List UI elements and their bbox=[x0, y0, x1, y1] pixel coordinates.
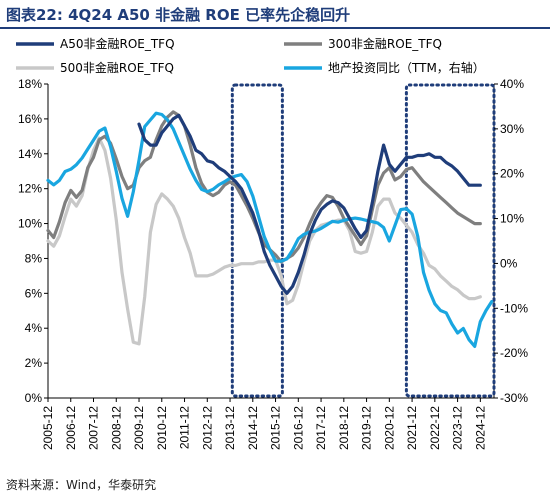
y-left-tick-label: 14% bbox=[18, 147, 42, 161]
csi500-roe-line bbox=[46, 136, 482, 346]
y-left-tick-label: 18% bbox=[18, 77, 42, 91]
x-tick-label: 2022-12 bbox=[428, 406, 442, 450]
title-bar: 图表22: 4Q24 A50 非金融 ROE 已率先企稳回升 bbox=[0, 0, 550, 29]
x-tick-label: 2017-12 bbox=[314, 406, 328, 450]
x-tick-label: 2019-12 bbox=[360, 406, 374, 450]
x-tick-label: 2005-12 bbox=[41, 406, 55, 450]
x-tick-label: 2010-12 bbox=[155, 406, 169, 450]
y-right-tick-label: 40% bbox=[500, 77, 524, 91]
y-right-tick-label: 10% bbox=[500, 212, 524, 226]
y-left-tick-label: 0% bbox=[25, 391, 43, 405]
y-right-tick-label: 30% bbox=[500, 122, 524, 136]
x-tick-label: 2009-12 bbox=[132, 406, 146, 450]
x-tick-label: 2020-12 bbox=[382, 406, 396, 450]
chart-title: 图表22: 4Q24 A50 非金融 ROE 已率先企稳回升 bbox=[6, 6, 351, 24]
x-tick-label: 2011-12 bbox=[178, 406, 192, 449]
y-right-tick-label: 0% bbox=[500, 256, 518, 270]
csi300-roe-line bbox=[46, 110, 482, 264]
x-tick-label: 2012-12 bbox=[200, 406, 214, 450]
y-left-tick-label: 16% bbox=[18, 112, 42, 126]
x-axis: 2005-12 2006-12 2007-12 2008-12 2009-12 2010-… bbox=[41, 398, 487, 450]
x-tick-label: 2007-12 bbox=[87, 406, 101, 450]
series-lines bbox=[46, 110, 494, 348]
x-tick-label: 2018-12 bbox=[337, 406, 351, 450]
y-right-tick-label: 20% bbox=[500, 167, 524, 181]
y-right-tick-label: -20% bbox=[500, 346, 528, 360]
legend-label: 地产投资同比（TTM，右轴） bbox=[328, 60, 485, 75]
plot-frame bbox=[47, 84, 495, 399]
legend-label: 300非金融ROE_TFQ bbox=[328, 36, 442, 51]
source-note: 资料来源：Wind，华泰研究 bbox=[6, 478, 157, 492]
a50-roe-line bbox=[137, 113, 482, 295]
y-axis-left: 0% 2% 4% 6% 8% 10% 12% 14% 16% 18% bbox=[18, 77, 48, 405]
annotation-dotted-box bbox=[404, 83, 496, 398]
y-left-tick-label: 12% bbox=[18, 182, 42, 196]
x-tick-label: 2023-12 bbox=[451, 406, 465, 450]
y-left-tick-label: 2% bbox=[25, 356, 43, 370]
y-left-tick-label: 8% bbox=[25, 251, 43, 265]
x-tick-label: 2015-12 bbox=[269, 406, 283, 450]
property-investment-line bbox=[46, 111, 494, 348]
y-left-tick-label: 10% bbox=[18, 217, 42, 231]
annotation-dotted-box bbox=[230, 83, 284, 398]
y-right-tick-label: -10% bbox=[500, 301, 528, 315]
x-tick-label: 2008-12 bbox=[109, 406, 123, 450]
x-tick-label: 2006-12 bbox=[64, 406, 78, 450]
x-tick-label: 2016-12 bbox=[291, 406, 305, 450]
x-tick-label: 2014-12 bbox=[246, 406, 260, 450]
y-left-tick-label: 6% bbox=[25, 286, 43, 300]
y-axis-right: -30% -20% -10% 0% 10% 20% 30% 40% bbox=[494, 77, 528, 405]
y-right-tick-label: -30% bbox=[500, 391, 528, 405]
legend: A50非金融ROE_TFQ 300非金融ROE_TFQ 500非金融ROE_TFQ 地… bbox=[16, 36, 485, 75]
x-tick-label: 2024-12 bbox=[473, 406, 487, 450]
legend-label: 500非金融ROE_TFQ bbox=[60, 60, 174, 75]
x-tick-label: 2021-12 bbox=[405, 406, 419, 450]
x-tick-label: 2013-12 bbox=[223, 406, 237, 450]
chart: A50非金融ROE_TFQ 300非金融ROE_TFQ 500非金融ROE_TFQ 地… bbox=[16, 36, 528, 450]
legend-label: A50非金融ROE_TFQ bbox=[60, 36, 175, 51]
y-left-tick-label: 4% bbox=[25, 321, 43, 335]
annotation-boxes bbox=[230, 83, 496, 398]
